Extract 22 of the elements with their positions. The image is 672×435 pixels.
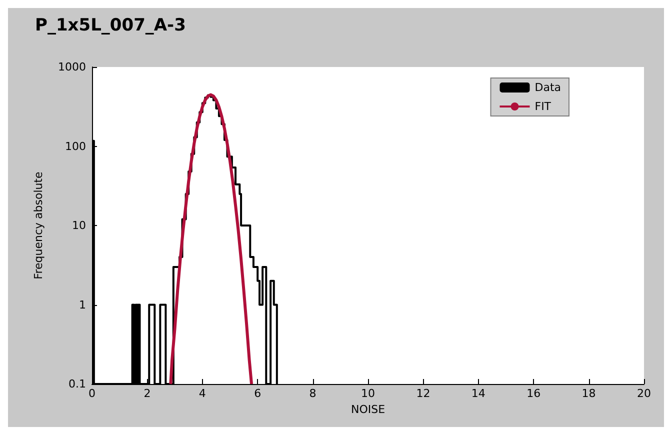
x-tick-label: 16: [526, 387, 541, 400]
x-tick-label: 4: [198, 387, 206, 400]
x-tick-label: 6: [254, 387, 262, 400]
x-tick-label: 18: [582, 387, 596, 400]
x-tick-label: 10: [361, 387, 375, 400]
x-tick-label: 14: [471, 387, 486, 400]
x-tick-label: 2: [144, 387, 151, 400]
x-axis-title: NOISE: [350, 403, 386, 416]
x-tick-label: 8: [309, 387, 316, 400]
y-tick-label: 100: [65, 140, 86, 153]
y-tick-label: 10: [72, 219, 86, 232]
x-tick-label: 12: [416, 387, 430, 400]
legend-label: FIT: [534, 100, 552, 113]
y-axis-title: Frequency absolute: [32, 171, 45, 280]
x-tick-label: 20: [637, 387, 651, 400]
y-tick-label: 0.1: [68, 378, 86, 390]
line-series: [169, 93, 254, 386]
chart-title: P_1x5L_007_A-3: [35, 16, 186, 36]
y-tick-label: 1: [79, 298, 86, 312]
legend-label: Data: [534, 81, 561, 94]
x-tick-label: 0: [88, 387, 96, 400]
y-tick-label: 1000: [58, 60, 86, 74]
